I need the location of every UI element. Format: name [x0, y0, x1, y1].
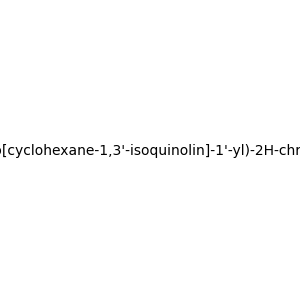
Text: 3-(4'H-spiro[cyclohexane-1,3'-isoquinolin]-1'-yl)-2H-chromen-2-one: 3-(4'H-spiro[cyclohexane-1,3'-isoquinoli…	[0, 145, 300, 158]
